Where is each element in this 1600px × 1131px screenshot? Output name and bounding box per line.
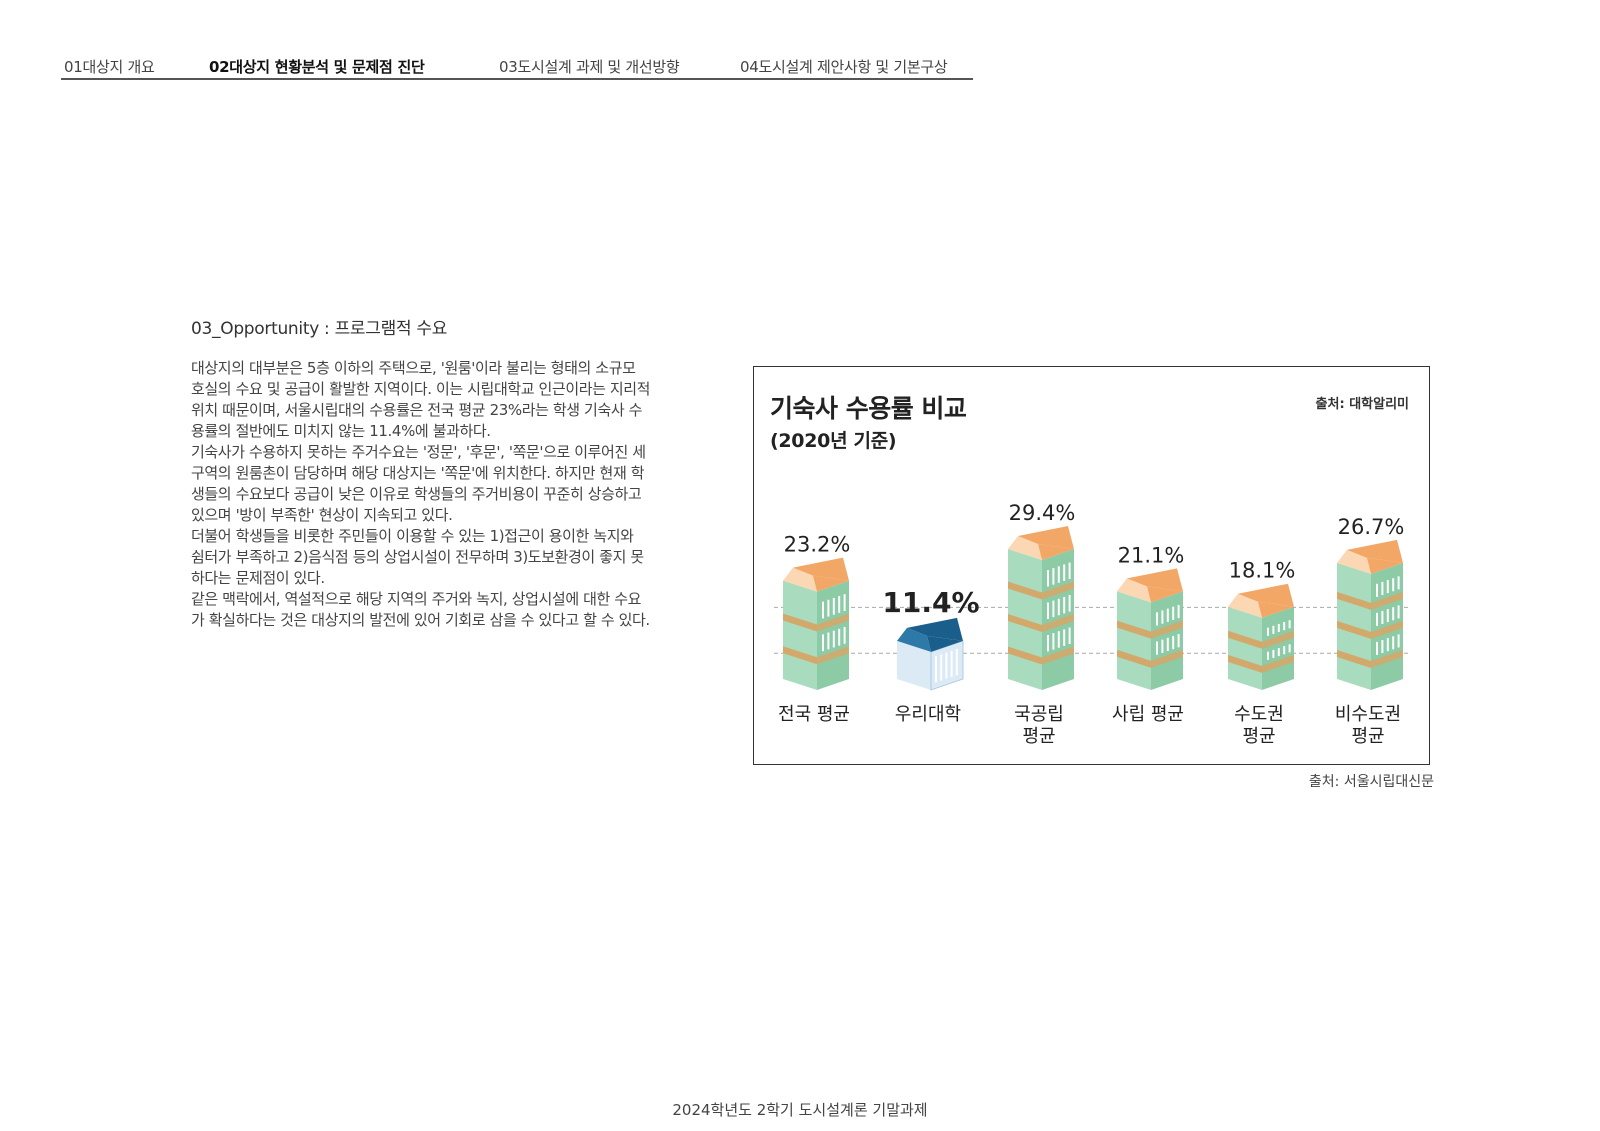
category-label: 전국 평균 [778, 704, 850, 725]
building-band [783, 646, 817, 665]
building-band [1228, 654, 1262, 673]
category-label: 우리대학 [895, 704, 961, 725]
paragraph: 더불어 학생들을 비롯한 주민들이 이용할 수 있는 1)접근이 용이한 녹지와… [191, 527, 644, 587]
category-label: 비수도권 [1335, 704, 1401, 725]
building-roof [1117, 578, 1151, 603]
building-roof-side [813, 575, 849, 592]
building-front [1228, 606, 1262, 690]
category-label: 수도권 [1234, 704, 1284, 725]
building-band [817, 646, 849, 665]
building-roof-top [1238, 583, 1294, 607]
building-bar: 21.1% 사립 평균 [1112, 543, 1184, 725]
building-roof-top [1347, 539, 1403, 563]
nav-tab-analysis[interactable]: 02대상지 현황분석 및 문제점 진단 [209, 58, 425, 76]
paragraph: 기숙사가 수용하지 못하는 주거수요는 '정문', '후문', '쪽문'으로 이… [191, 443, 646, 524]
paragraph: 대상지의 대부분은 5층 이하의 주택으로, '원룸'이라 불리는 형태의 소규… [191, 359, 651, 440]
building-band [1151, 649, 1183, 668]
category-label: 평균 [1022, 726, 1055, 747]
building-front [897, 640, 931, 690]
top-navigation: 01대상지 개요 02대상지 현황분석 및 문제점 진단 03도시설계 과제 및… [61, 52, 973, 80]
image-caption: 출처: 서울시립대신문 [1308, 774, 1434, 790]
building-roof-top [1127, 568, 1183, 592]
building-band [1008, 614, 1042, 633]
building-front [783, 580, 817, 690]
building-roof [1008, 536, 1042, 561]
building-band [817, 613, 849, 632]
building-band [1228, 630, 1262, 649]
building-front [1117, 591, 1151, 690]
building-roof-top [793, 557, 849, 581]
category-label: 평균 [1242, 726, 1275, 747]
value-label: 29.4% [1009, 501, 1076, 525]
building-band [1008, 581, 1042, 600]
building-roof-side [1258, 601, 1294, 618]
building-bar: 11.4% 우리대학 [882, 586, 979, 725]
nav-tab-proposals[interactable]: 04도시설계 제안사항 및 기본구상 [740, 58, 948, 76]
building-band [1371, 620, 1403, 639]
nav-tab-overview[interactable]: 01대상지 개요 [64, 58, 155, 76]
building-roof [1228, 593, 1262, 618]
building-roof-side [1147, 586, 1183, 603]
building-bar: 23.2% 전국 평균 [778, 533, 850, 725]
building-roof [783, 567, 817, 592]
body-text: 대상지의 대부분은 5층 이하의 주택으로, '원룸'이라 불리는 형태의 소규… [191, 358, 651, 631]
chart-source: 출처: 대학알리미 [1315, 397, 1409, 412]
paragraph: 같은 맥락에서, 역설적으로 해당 지역의 주거와 녹지, 상업시설에 대한 수… [191, 590, 650, 629]
value-label: 11.4% [882, 586, 979, 619]
building-band [1008, 646, 1042, 665]
building-band [1371, 591, 1403, 610]
chart-title: 기숙사 수용률 비교 [770, 394, 967, 423]
building-band [1042, 614, 1074, 633]
category-label: 평균 [1351, 726, 1384, 747]
building-roof-side [927, 635, 963, 652]
category-label: 사립 평균 [1112, 704, 1184, 725]
building-band [1117, 620, 1151, 639]
building-roof-side [1038, 544, 1074, 561]
nav-tab-design-tasks[interactable]: 03도시설계 과제 및 개선방향 [499, 58, 680, 76]
building-roof-side [1367, 557, 1403, 574]
building-roof [1337, 549, 1371, 574]
building-band [1337, 620, 1371, 639]
page-footer: 2024학년도 2학기 도시설계론 기말과제 [672, 1101, 928, 1119]
chart-subtitle: (2020년 기준) [770, 430, 897, 452]
building-band [1262, 654, 1294, 673]
building-band [1042, 581, 1074, 600]
category-label: 국공립 [1014, 704, 1064, 725]
dormitory-chart: 23.2% 전국 평균 11.4% 우리대학 29.4% 국공립 평균 21.1% 사립 평균 1… [753, 366, 1430, 765]
value-label: 18.1% [1229, 559, 1296, 583]
value-label: 23.2% [784, 533, 851, 557]
building-roof-top [907, 617, 963, 641]
building-band [1117, 649, 1151, 668]
building-band [1371, 649, 1403, 668]
building-roof-top [1018, 526, 1074, 550]
value-label: 26.7% [1338, 515, 1405, 539]
building-roof [897, 627, 931, 652]
building-band [1337, 591, 1371, 610]
building-band [1337, 649, 1371, 668]
building-band [1151, 620, 1183, 639]
building-band [1042, 646, 1074, 665]
section-title: 03_Opportunity : 프로그램적 수요 [191, 319, 448, 339]
building-band [1262, 630, 1294, 649]
value-label: 21.1% [1118, 543, 1185, 567]
building-band [783, 613, 817, 632]
